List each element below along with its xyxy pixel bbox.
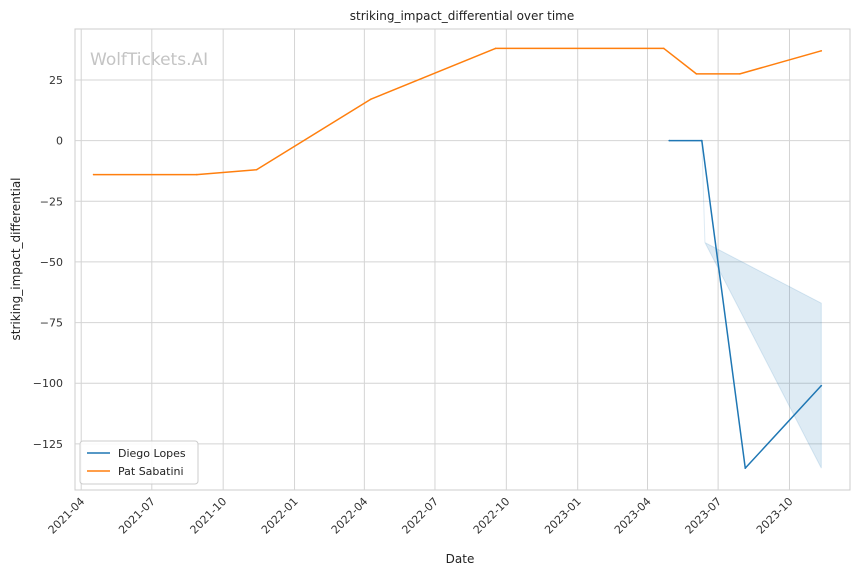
legend-label-diego-lopes: Diego Lopes [118, 447, 186, 460]
watermark: WolfTickets.AI [90, 50, 208, 70]
point-diego-lopes-1 [701, 139, 703, 142]
y-tick-label--50: −50 [40, 256, 63, 269]
y-tick-labels: 25 0 −25 −50 −75 −100 −125 [33, 74, 63, 451]
point-diego-lopes-3 [820, 384, 823, 387]
point-pat-sabatini-5 [663, 47, 665, 50]
point-pat-sabatini-8 [820, 50, 823, 52]
x-tick-label-2023-01: 2023-01 [542, 495, 584, 537]
x-tick-label-2021-07: 2021-07 [116, 495, 158, 537]
x-tick-label-2022-10: 2022-10 [471, 495, 513, 537]
line-diego-lopes [669, 139, 822, 469]
x-tick-label-2022-01: 2022-01 [259, 495, 301, 537]
x-tick-labels: 2021-04 2021-07 2021-10 2022-01 2022-04 2022-… [46, 495, 796, 537]
legend: Diego Lopes Pat Sabatini [79, 440, 199, 485]
y-tick-label--75: −75 [40, 317, 63, 330]
legend-label-pat-sabatini: Pat Sabatini [118, 465, 184, 478]
point-pat-sabatini-6 [695, 73, 698, 75]
y-tick-label--100: −100 [33, 377, 63, 390]
x-tick-label-2023-10: 2023-10 [754, 495, 796, 537]
y-axis-label: striking_impact_differential [9, 177, 23, 340]
point-pat-sabatini-4 [494, 47, 497, 50]
x-tick-label-2023-07: 2023-07 [683, 495, 725, 537]
x-tick-label-2021-04: 2021-04 [46, 495, 88, 537]
y-tick-label--125: −125 [33, 438, 63, 451]
y-tick-label-25: 25 [49, 74, 63, 87]
point-pat-sabatini-3 [369, 98, 372, 101]
point-diego-lopes-0 [668, 139, 671, 142]
x-tick-label-2021-10: 2021-10 [188, 495, 230, 537]
point-diego-lopes-2 [744, 467, 747, 469]
y-tick-label-0: 0 [56, 135, 63, 148]
y-tick-label--25: −25 [40, 195, 63, 208]
x-tick-label-2022-07: 2022-07 [399, 495, 441, 537]
point-pat-sabatini-2 [255, 168, 258, 171]
x-tick-label-2022-04: 2022-04 [329, 495, 371, 537]
point-pat-sabatini-7 [739, 73, 741, 75]
point-pat-sabatini-1 [195, 173, 198, 176]
plot-area [74, 28, 851, 491]
chart-title: striking_impact_differential over time [350, 9, 575, 23]
x-axis-label: Date [446, 552, 475, 566]
x-tick-label-2023-04: 2023-04 [612, 495, 654, 537]
legend-box [79, 440, 199, 485]
series-lines [92, 47, 823, 469]
point-pat-sabatini-0 [92, 173, 95, 176]
